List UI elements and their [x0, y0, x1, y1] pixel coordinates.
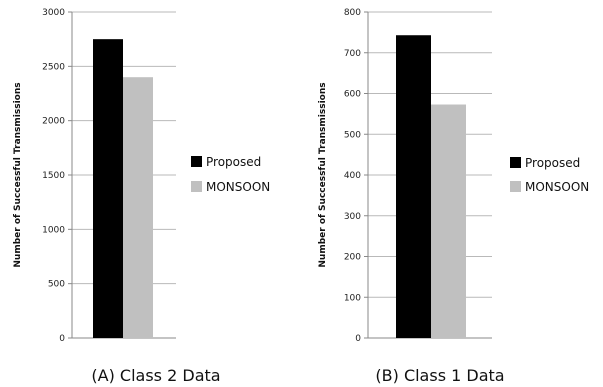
chart-a-legend-swatch-monsoon [191, 181, 202, 192]
chart-a-legend-label-proposed: Proposed [206, 155, 261, 169]
chart-a-bars [93, 39, 153, 339]
chart-b-legend-swatch-monsoon [510, 181, 521, 192]
chart-b: 0 100 200 300 400 500 600 700 800 Number of Succ… [318, 8, 589, 385]
chart-a-legend: Proposed MONSOON [191, 155, 270, 194]
chart-a-y-axis-label: Number of Successful Transmissions [13, 82, 23, 267]
chart-a-tick-label: 500 [48, 280, 65, 290]
chart-b-y-axis-label: Number of Successful Transmissions [318, 82, 328, 267]
chart-a-bar-proposed [93, 39, 123, 339]
chart-b-tick-label: 400 [344, 171, 361, 181]
chart-b-tick-label: 100 [344, 293, 361, 303]
chart-a-tick-label: 1500 [42, 171, 65, 181]
chart-a-tick-label: 2500 [42, 62, 65, 72]
chart-a-tick-label: 1000 [42, 225, 65, 235]
chart-b-legend: Proposed MONSOON [510, 156, 589, 194]
chart-a-bar-monsoon [123, 77, 153, 338]
chart-a-caption: (A) Class 2 Data [91, 366, 220, 385]
chart-a-tick-label: 0 [59, 334, 65, 344]
chart-b-caption: (B) Class 1 Data [375, 366, 504, 385]
chart-b-legend-label-proposed: Proposed [525, 156, 580, 170]
chart-b-tick-label: 800 [344, 8, 361, 18]
chart-b-tick-label: 500 [344, 130, 361, 140]
chart-a-y-ticks: 0 500 1000 1500 2000 2500 3000 [42, 8, 72, 344]
chart-b-bars [396, 35, 466, 338]
chart-a-legend-label-monsoon: MONSOON [206, 180, 270, 194]
chart-b-tick-label: 200 [344, 253, 361, 263]
chart-a-tick-label: 3000 [42, 8, 65, 18]
chart-b-tick-label: 0 [355, 334, 361, 344]
chart-b-tick-label: 600 [344, 90, 361, 100]
chart-b-tick-label: 700 [344, 49, 361, 59]
chart-b-bar-proposed [396, 35, 431, 338]
chart-a-legend-swatch-proposed [191, 156, 202, 167]
chart-a-tick-label: 2000 [42, 117, 65, 127]
chart-a: 0 500 1000 1500 2000 2500 3000 Number of Succe… [13, 8, 270, 385]
chart-b-legend-swatch-proposed [510, 157, 521, 168]
chart-b-legend-label-monsoon: MONSOON [525, 180, 589, 194]
chart-b-tick-label: 300 [344, 212, 361, 222]
chart-b-y-ticks: 0 100 200 300 400 500 600 700 800 [344, 8, 368, 344]
chart-b-bar-monsoon [431, 104, 466, 338]
